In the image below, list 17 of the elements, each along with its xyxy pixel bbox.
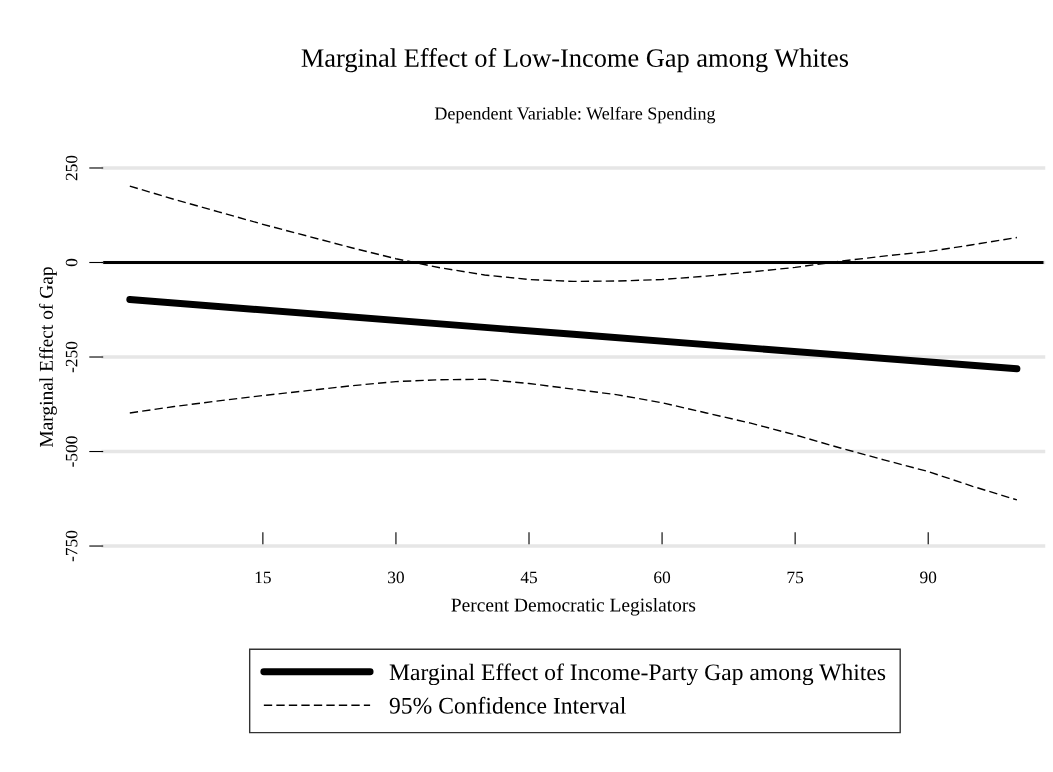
x-tick-label: 60: [654, 571, 671, 584]
legend-label: Marginal Effect of Income-Party Gap among Whites: [389, 663, 886, 686]
y-tick-label: -500: [65, 436, 78, 467]
y-tick-label: 0: [65, 258, 78, 267]
chart-subtitle: Dependent Variable: Welfare Spending: [434, 106, 716, 124]
y-axis-title: Marginal Effect of Gap: [39, 267, 57, 448]
x-tick-label: 30: [388, 571, 404, 584]
legend-label: 95% Confidence Interval: [389, 696, 626, 714]
x-tick-label: 15: [255, 571, 271, 584]
chart-title: Marginal Effect of Low-Income Gap among Whites: [301, 48, 849, 73]
y-tick-label: -750: [65, 530, 78, 562]
x-tick-label: 45: [520, 571, 538, 584]
x-tick-label: 75: [787, 571, 804, 584]
x-tick-label: 90: [920, 571, 937, 584]
y-tick-label: -250: [65, 341, 78, 373]
y-tick-label: 250: [65, 155, 78, 181]
x-axis-title: Percent Democratic Legislators: [451, 597, 696, 616]
